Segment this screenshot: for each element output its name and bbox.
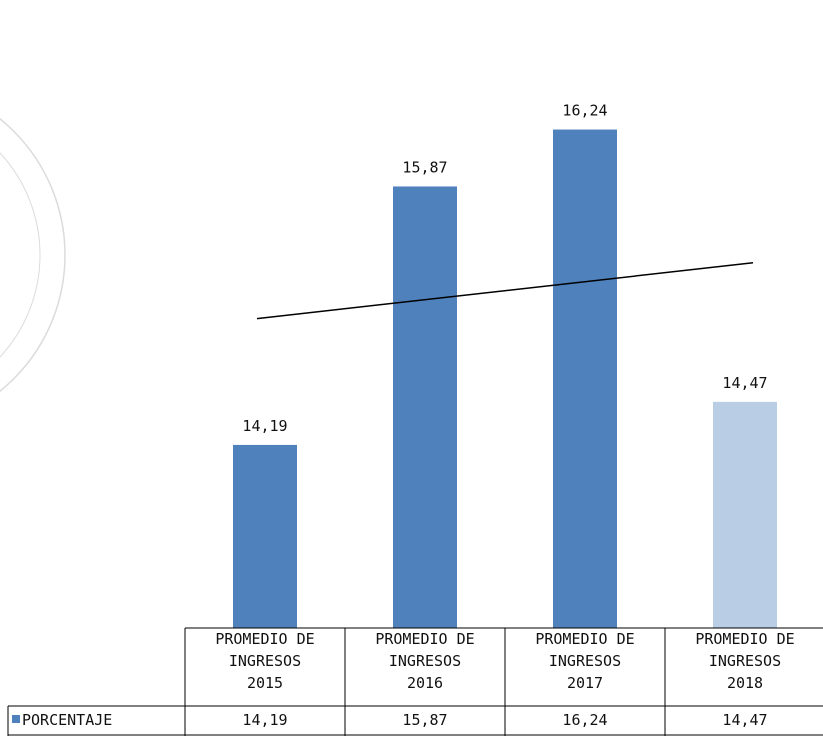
category-label-1-line-0: PROMEDIO DE xyxy=(375,630,474,648)
category-label-0-line-0: PROMEDIO DE xyxy=(215,630,314,648)
data-label-1: 15,87 xyxy=(402,158,447,176)
category-label-0-line-1: INGRESOS xyxy=(229,652,301,670)
bar-3 xyxy=(713,401,777,628)
table-value-1: 15,87 xyxy=(402,711,447,729)
category-label-3-line-2: 2018 xyxy=(727,674,763,692)
category-label-1-line-2: 2016 xyxy=(407,674,443,692)
category-label-0-line-2: 2015 xyxy=(247,674,283,692)
category-label-3-line-0: PROMEDIO DE xyxy=(695,630,794,648)
data-label-2: 16,24 xyxy=(562,102,607,120)
watermark-seal xyxy=(0,117,66,393)
data-label-3: 14,47 xyxy=(722,374,767,392)
category-label-2-line-1: INGRESOS xyxy=(549,652,621,670)
category-label-3-line-1: INGRESOS xyxy=(709,652,781,670)
category-label-2-line-2: 2017 xyxy=(567,674,603,692)
legend-series-name: PORCENTAJE xyxy=(22,711,112,729)
bar-2 xyxy=(553,129,617,629)
table-value-0: 14,19 xyxy=(242,711,287,729)
trendline xyxy=(256,262,754,320)
legend-key xyxy=(12,715,20,723)
data-label-0: 14,19 xyxy=(242,417,287,435)
category-label-1-line-1: INGRESOS xyxy=(389,652,461,670)
bar-1 xyxy=(393,186,457,628)
category-label-2-line-0: PROMEDIO DE xyxy=(535,630,634,648)
table-value-3: 14,47 xyxy=(722,711,767,729)
table-value-2: 16,24 xyxy=(562,711,607,729)
bar-0 xyxy=(233,444,297,628)
